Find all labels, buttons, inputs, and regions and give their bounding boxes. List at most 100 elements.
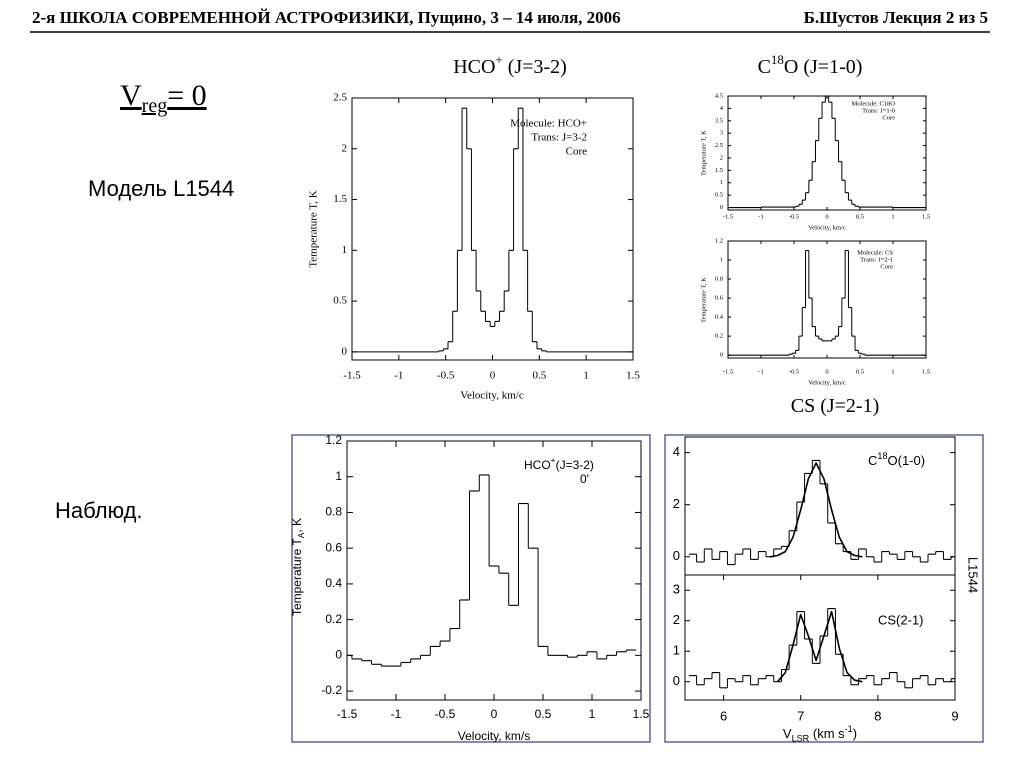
annotation: Trans: J=1-0 — [862, 107, 895, 114]
y-tick-label: 1.2 — [715, 237, 723, 244]
x-axis-label-part: V — [783, 726, 792, 741]
y-tick-label: 0 — [342, 345, 348, 357]
y-tick-label: 2 — [673, 496, 680, 511]
title-part: (J=3-2) — [503, 56, 567, 78]
fit-line — [776, 610, 863, 683]
annotation: L1544 — [966, 557, 981, 593]
y-tick-label: 0.8 — [715, 276, 723, 283]
y-tick-label: 0.6 — [325, 540, 342, 554]
x-tick-label: -0.5 — [789, 213, 799, 220]
title-sup: + — [495, 52, 502, 67]
annotation: C18O(1-0) — [868, 451, 925, 468]
fit-line — [769, 462, 863, 558]
y-tick-label: 0.6 — [715, 295, 724, 302]
x-axis-label-part: ) — [853, 726, 857, 741]
x-axis-label: Velocity, km/c — [808, 224, 846, 231]
y-tick-label: 3 — [673, 582, 680, 597]
y-axis-label: Temperature TA, K — [290, 518, 306, 616]
x-tick-label: -1 — [758, 213, 763, 220]
annotation: CS(2-1) — [878, 612, 924, 627]
y-axis-label: Temperature T, K — [700, 130, 707, 176]
annotation: HCO+(J=3-2) — [524, 455, 594, 472]
y-tick-label: -0.2 — [321, 683, 342, 697]
x-tick-label: 0 — [490, 370, 496, 382]
y-tick-label: 2 — [673, 612, 680, 627]
y-tick-label: 0 — [673, 673, 680, 688]
x-tick-label: -1 — [391, 707, 402, 721]
x-tick-label: -1.5 — [723, 213, 733, 220]
y-tick-label: 0 — [673, 548, 680, 563]
frame — [291, 434, 651, 743]
y-tick-label: 0.4 — [715, 314, 724, 321]
panel-title: CS (J=2-1) — [791, 395, 880, 417]
annotation: Core — [566, 146, 588, 158]
x-tick-label: 1.5 — [922, 213, 930, 220]
y-tick-label: 0.4 — [325, 576, 342, 590]
annotation-part: O(1-0) — [888, 453, 926, 468]
x-tick-label: 0.5 — [856, 368, 864, 375]
annotation-part: (J=3-2) — [556, 458, 594, 472]
y-tick-label: 0.5 — [333, 295, 347, 307]
x-tick-label: 1 — [891, 368, 894, 375]
annotation: Core — [882, 114, 895, 121]
vreg-sub: reg — [142, 95, 168, 117]
y-tick-label: 1.5 — [715, 167, 723, 174]
x-tick-label: -1 — [758, 368, 763, 375]
x-axis-label: Velocity, km/c — [808, 379, 846, 386]
y-tick-label: 1 — [342, 244, 348, 256]
y-tick-label: 0 — [720, 204, 723, 211]
y-tick-label: 4 — [673, 444, 680, 459]
annotation: Molecule: CS — [857, 249, 893, 256]
annotation-part: 18 — [877, 451, 887, 461]
x-tick-label: 1.5 — [633, 707, 650, 721]
x-axis-label: Velocity, km/c — [460, 390, 524, 402]
x-tick-label: 7 — [797, 708, 804, 723]
x-tick-label: -1 — [394, 370, 403, 382]
vreg-eq: = 0 — [167, 79, 206, 112]
x-tick-label: -1.5 — [723, 368, 733, 375]
annotation: Trans: J=2-1 — [860, 256, 893, 263]
x-tick-label: 0 — [825, 213, 828, 220]
y-tick-label: 4 — [720, 105, 724, 112]
annotation: Trans: J=3-2 — [531, 132, 587, 144]
title-part: CS (J=2-1) — [791, 395, 880, 417]
y-tick-label: 0.5 — [715, 192, 723, 199]
x-tick-label: 0.5 — [856, 213, 864, 220]
title-sup: 18 — [771, 52, 784, 67]
annotation-part: HCO — [524, 458, 551, 472]
y-tick-label: 2.5 — [333, 92, 347, 104]
title-part: HCO — [453, 56, 495, 78]
header-left: 2-я ШКОЛА СОВРЕМЕННОЙ АСТРОФИЗИКИ, Пущин… — [32, 8, 621, 27]
x-tick-label: 9 — [951, 708, 958, 723]
y-tick-label: 0 — [335, 648, 342, 662]
y-tick-label: 1 — [673, 643, 680, 658]
x-axis-label-part: (km s — [809, 726, 845, 741]
y-tick-label: 3 — [720, 130, 723, 137]
x-axis-label-part: LSR — [792, 734, 810, 744]
y-tick-label: 1 — [335, 469, 342, 483]
y-tick-label: 2 — [720, 154, 723, 161]
y-tick-label: 0 — [720, 352, 723, 359]
y-tick-label: 0.2 — [325, 612, 342, 626]
y-axis-label-part: , K — [290, 518, 304, 533]
annotation-part: + — [551, 455, 556, 465]
y-tick-label: 1.2 — [325, 433, 342, 447]
x-tick-label: -1.5 — [343, 370, 361, 382]
annotation: Molecule: HCO+ — [510, 118, 587, 130]
x-tick-label: -0.5 — [437, 370, 455, 382]
x-tick-label: 0.5 — [535, 707, 552, 721]
y-axis-label-part: A — [296, 532, 306, 538]
x-axis-label-part: -1 — [845, 724, 853, 734]
title-part: O (J=1-0) — [784, 56, 863, 78]
model-label: Модель L1544 — [88, 176, 234, 201]
x-tick-label: 0 — [491, 707, 498, 721]
x-tick-label: -1.5 — [337, 707, 358, 721]
y-axis-label-part: Temperature T — [290, 538, 304, 616]
y-tick-label: 2 — [342, 142, 348, 154]
x-tick-label: 1 — [589, 707, 596, 721]
plot-frame — [684, 574, 956, 701]
annotation: Core — [880, 263, 893, 270]
